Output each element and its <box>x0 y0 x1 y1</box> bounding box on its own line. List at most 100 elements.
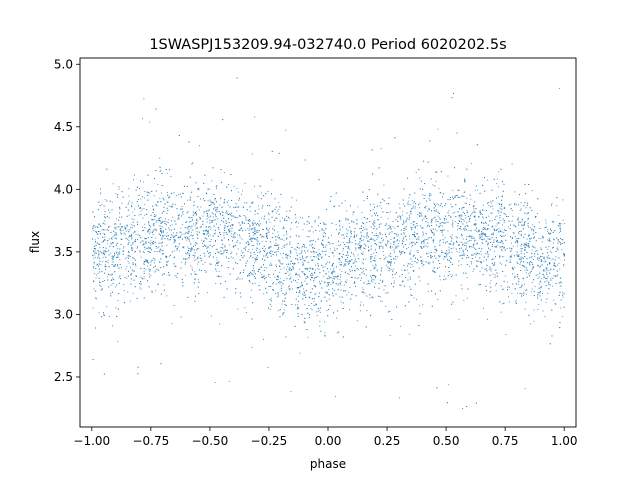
data-point <box>379 258 381 260</box>
data-point <box>105 251 107 253</box>
data-point <box>375 255 377 257</box>
data-point <box>390 228 392 230</box>
data-point <box>279 206 281 208</box>
data-point <box>300 259 302 261</box>
data-point <box>363 239 365 241</box>
data-point <box>552 277 554 279</box>
data-point <box>233 237 235 239</box>
data-point <box>230 256 232 258</box>
data-point <box>277 249 279 250</box>
data-point <box>435 210 437 212</box>
data-point <box>339 260 341 262</box>
data-point <box>402 241 404 243</box>
data-point <box>325 233 326 235</box>
data-point <box>241 194 242 196</box>
data-point <box>363 289 365 290</box>
data-point <box>563 253 565 254</box>
data-point <box>511 292 513 294</box>
data-point <box>421 260 422 262</box>
data-point <box>135 263 137 265</box>
data-point <box>318 217 320 219</box>
data-point <box>390 265 392 267</box>
data-point <box>194 271 196 273</box>
data-point <box>259 223 261 225</box>
data-point <box>534 250 536 252</box>
data-point <box>442 229 444 231</box>
data-point <box>278 208 280 210</box>
data-point <box>118 188 120 190</box>
data-point <box>280 268 282 270</box>
data-point <box>127 291 129 293</box>
data-point <box>537 295 538 297</box>
data-point <box>345 228 347 230</box>
data-point <box>254 278 256 280</box>
data-point <box>274 270 276 272</box>
data-point <box>375 264 377 266</box>
data-point <box>348 273 350 275</box>
data-point <box>140 210 142 212</box>
data-point <box>473 216 475 217</box>
data-point <box>467 240 469 242</box>
data-point <box>524 243 526 245</box>
data-point <box>270 262 272 264</box>
data-point <box>175 246 177 248</box>
data-point <box>496 178 498 180</box>
data-point <box>120 232 121 234</box>
data-point <box>177 237 179 239</box>
data-point <box>191 269 193 271</box>
data-point <box>388 225 390 227</box>
data-point <box>306 255 308 257</box>
data-point <box>258 285 260 286</box>
data-point <box>512 273 513 275</box>
data-point <box>382 251 384 252</box>
data-point <box>448 260 450 262</box>
data-point <box>177 273 179 274</box>
data-point <box>259 243 261 245</box>
data-point <box>204 230 206 232</box>
data-point <box>146 242 147 244</box>
data-point <box>466 247 467 249</box>
data-point <box>374 226 376 227</box>
data-point <box>136 247 138 249</box>
data-point <box>514 267 516 268</box>
data-point <box>411 246 413 248</box>
data-point <box>216 259 218 261</box>
data-point <box>523 253 525 255</box>
data-point <box>494 246 496 248</box>
data-point <box>466 242 468 244</box>
data-point <box>499 246 501 248</box>
data-point <box>521 218 523 220</box>
data-point <box>411 208 413 210</box>
data-point <box>499 215 501 217</box>
data-point <box>182 233 184 235</box>
data-point <box>369 297 371 299</box>
data-point <box>382 247 384 249</box>
data-point <box>270 264 272 266</box>
data-point <box>370 275 371 277</box>
data-point <box>316 303 318 305</box>
data-point <box>387 311 389 313</box>
data-point <box>153 242 155 244</box>
data-point <box>143 229 145 231</box>
data-point <box>208 227 210 229</box>
data-point <box>231 219 232 221</box>
data-point <box>104 280 105 281</box>
data-point <box>380 242 382 244</box>
data-point <box>536 250 538 252</box>
data-point <box>370 249 372 251</box>
data-point <box>119 216 120 218</box>
data-point <box>122 196 124 198</box>
data-point <box>462 219 464 221</box>
data-point <box>132 257 134 259</box>
data-point <box>355 235 357 237</box>
data-point <box>273 225 275 227</box>
data-point <box>209 200 211 202</box>
data-point <box>254 262 255 264</box>
data-point <box>356 320 358 322</box>
data-point <box>359 274 361 276</box>
data-point <box>531 256 533 258</box>
data-point <box>452 301 454 303</box>
data-point <box>423 240 425 242</box>
data-point <box>382 198 384 200</box>
